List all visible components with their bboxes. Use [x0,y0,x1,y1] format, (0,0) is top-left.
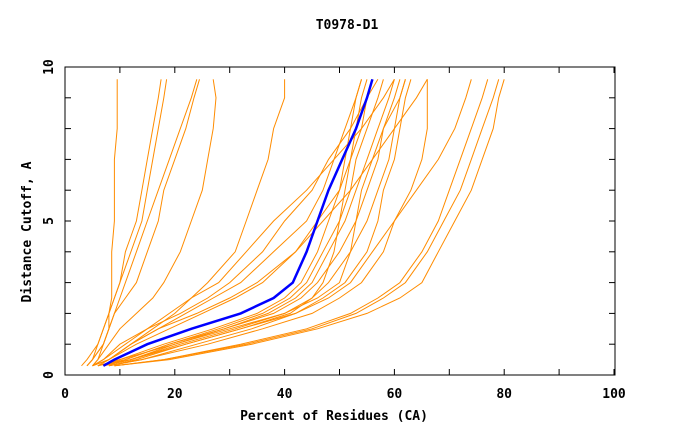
model-line-3 [86,79,168,367]
x-tick-label: 60 [387,387,403,402]
y-tick-label: 10 [42,59,57,75]
model-line-9 [97,79,379,367]
model-line-12 [97,79,401,367]
model-line-24 [103,79,472,367]
chart-title: T0978-D1 [316,18,379,33]
x-tick-labels: 0 20 40 60 80 100 [61,387,626,402]
x-tick-label: 0 [61,387,69,402]
y-tick-labels: 0 5 10 [42,59,57,379]
model-line-17 [114,79,489,367]
model-line-13 [103,79,406,367]
model-line-5 [92,79,198,367]
model-line-15 [97,79,406,367]
x-axis-label: Percent of Residues (CA) [240,409,428,424]
model-line-23 [92,79,428,367]
y-tick-label: 0 [42,371,57,379]
model-line-6 [92,79,217,367]
model-line-16 [108,79,428,367]
model-line-20 [92,79,373,367]
x-tick-label: 100 [602,387,626,402]
x-tick-label: 40 [277,387,293,402]
model-line-25 [108,79,368,367]
x-tick-label: 20 [167,387,183,402]
x-tick-label: 80 [496,387,512,402]
highlight-line [102,78,374,367]
series-layer [81,78,505,367]
model-line-1 [86,79,118,367]
model-line-2 [81,79,162,367]
tick-layer [64,66,615,376]
model-line-14 [108,79,412,367]
model-line-18 [114,79,500,367]
model-line-19 [114,79,505,367]
model-line-21 [92,79,362,367]
model-line-22 [92,79,395,367]
y-axis-label: Distance Cutoff, A [20,161,35,302]
y-tick-label: 5 [42,217,57,225]
